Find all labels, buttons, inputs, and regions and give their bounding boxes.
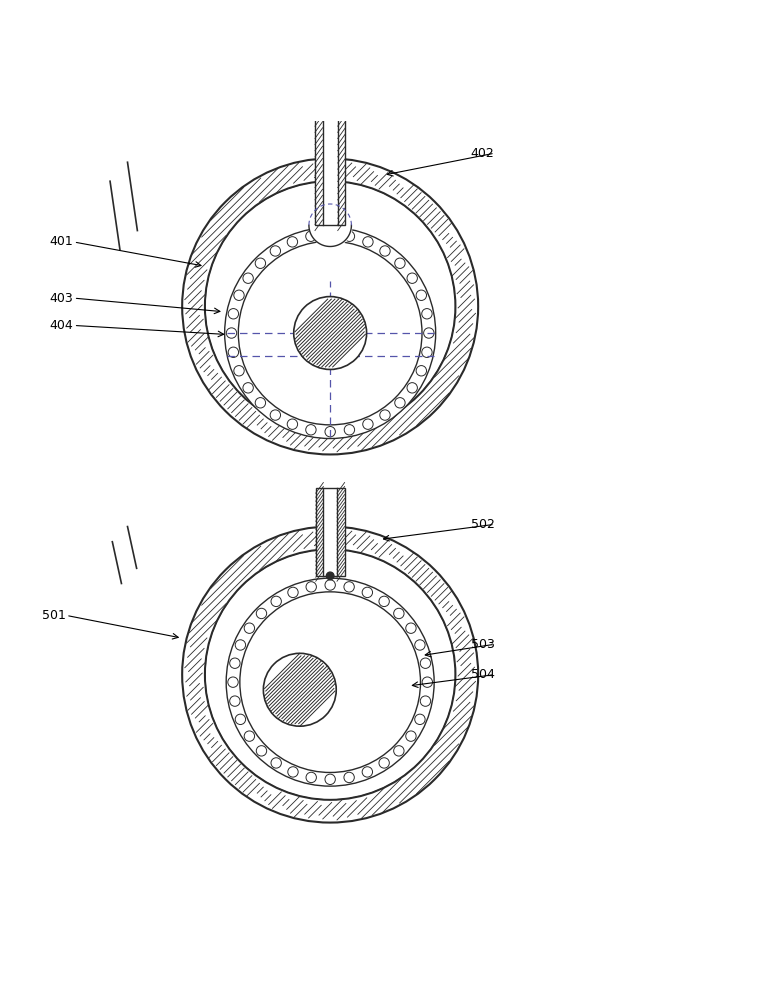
Circle shape — [406, 623, 416, 633]
Circle shape — [288, 587, 298, 598]
Circle shape — [344, 582, 354, 592]
Circle shape — [422, 347, 432, 357]
Circle shape — [420, 696, 430, 706]
Circle shape — [226, 328, 237, 338]
Circle shape — [379, 758, 389, 768]
Circle shape — [243, 273, 254, 283]
Circle shape — [228, 347, 238, 357]
Circle shape — [244, 623, 254, 633]
Circle shape — [306, 231, 316, 241]
Circle shape — [406, 731, 416, 741]
Circle shape — [182, 527, 478, 823]
Circle shape — [263, 653, 336, 726]
Text: 504: 504 — [471, 668, 494, 681]
Circle shape — [288, 767, 298, 777]
Circle shape — [226, 578, 434, 786]
Circle shape — [395, 398, 405, 408]
Circle shape — [238, 241, 422, 425]
Circle shape — [306, 772, 317, 783]
Circle shape — [206, 551, 454, 798]
Circle shape — [206, 183, 454, 430]
Circle shape — [326, 572, 334, 580]
Circle shape — [345, 231, 354, 241]
Circle shape — [362, 587, 373, 598]
Circle shape — [394, 608, 404, 619]
Circle shape — [271, 596, 282, 607]
Circle shape — [287, 237, 298, 247]
Text: 401: 401 — [49, 235, 73, 248]
Circle shape — [407, 383, 417, 393]
Circle shape — [271, 758, 282, 768]
Circle shape — [379, 596, 389, 607]
Text: 402: 402 — [471, 147, 494, 160]
Circle shape — [344, 772, 354, 783]
Circle shape — [325, 580, 335, 590]
Text: 404: 404 — [49, 319, 73, 332]
Circle shape — [420, 658, 430, 668]
Circle shape — [205, 181, 455, 432]
Circle shape — [414, 640, 425, 650]
Circle shape — [234, 290, 244, 300]
Circle shape — [225, 228, 436, 439]
Circle shape — [270, 246, 281, 256]
Circle shape — [287, 419, 298, 429]
Circle shape — [325, 774, 335, 785]
Circle shape — [380, 410, 390, 420]
Circle shape — [257, 746, 266, 756]
Circle shape — [228, 309, 238, 319]
Circle shape — [240, 592, 420, 772]
Circle shape — [235, 714, 246, 725]
Circle shape — [228, 677, 238, 687]
Circle shape — [205, 549, 455, 800]
Circle shape — [230, 658, 240, 668]
Circle shape — [395, 258, 405, 268]
Circle shape — [416, 366, 427, 376]
Circle shape — [182, 158, 478, 454]
Circle shape — [306, 425, 316, 435]
Text: 501: 501 — [42, 609, 65, 622]
Circle shape — [380, 246, 390, 256]
Polygon shape — [316, 488, 345, 576]
Circle shape — [294, 297, 367, 369]
Circle shape — [424, 328, 434, 338]
Text: 503: 503 — [471, 638, 494, 651]
Circle shape — [325, 426, 335, 437]
Circle shape — [244, 731, 254, 741]
Circle shape — [363, 419, 373, 429]
Circle shape — [234, 366, 244, 376]
Circle shape — [235, 640, 246, 650]
Circle shape — [325, 229, 335, 240]
Polygon shape — [315, 90, 345, 225]
Circle shape — [422, 309, 432, 319]
Circle shape — [345, 425, 354, 435]
Circle shape — [414, 714, 425, 725]
Circle shape — [422, 677, 433, 687]
Circle shape — [255, 258, 266, 268]
Text: 403: 403 — [49, 292, 73, 305]
Circle shape — [362, 767, 373, 777]
Circle shape — [416, 290, 427, 300]
Circle shape — [363, 237, 373, 247]
Text: 502: 502 — [471, 518, 494, 531]
Circle shape — [394, 746, 404, 756]
Circle shape — [306, 582, 317, 592]
Circle shape — [270, 410, 281, 420]
Circle shape — [257, 608, 266, 619]
Circle shape — [243, 383, 254, 393]
Circle shape — [230, 696, 240, 706]
Circle shape — [255, 398, 266, 408]
Circle shape — [407, 273, 417, 283]
